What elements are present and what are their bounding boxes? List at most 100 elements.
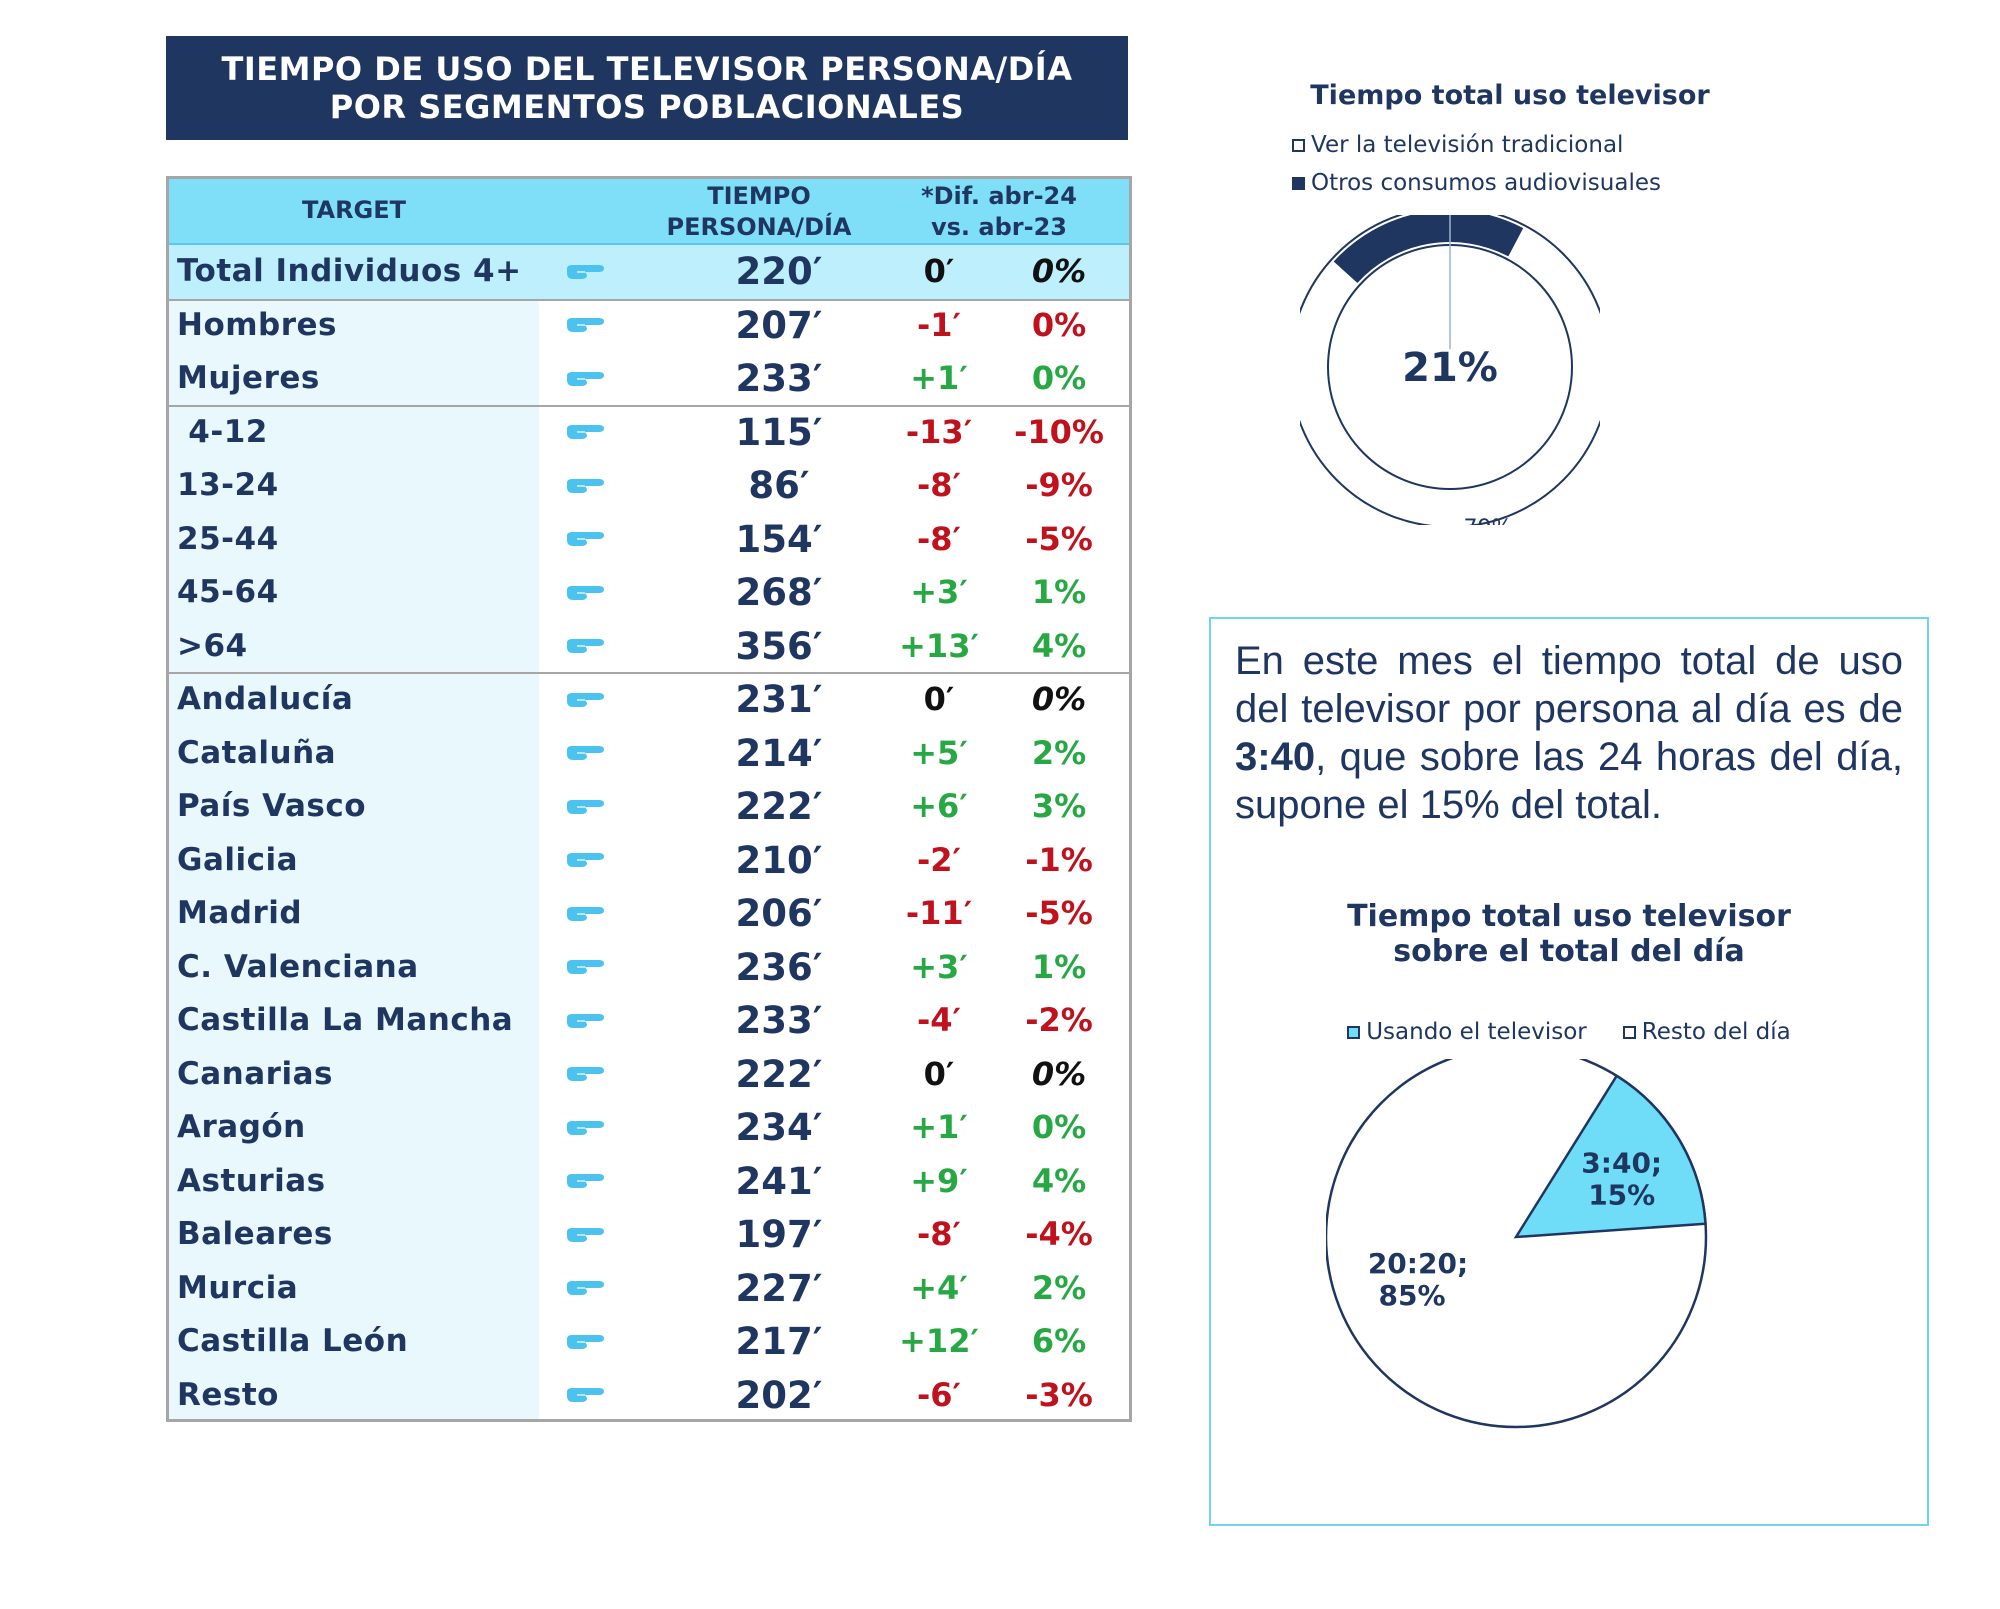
row-time-value: 233′ (735, 357, 823, 400)
row-time-value: 222′ (735, 1052, 823, 1096)
pie-chart: 3:40;15% 20:20;85% (1326, 1059, 1708, 1429)
table-row: C. Valenciana 236′ +3′ 1% (169, 941, 1129, 995)
pointing-hand-icon (565, 1048, 605, 1102)
row-diff-percent: 0% (1031, 359, 1087, 397)
row-target-name: Aragón (177, 1109, 306, 1145)
row-target-name: Castilla León (177, 1323, 409, 1359)
row-time-value: 231′ (735, 678, 823, 721)
table-row: 45-64 268′ +3′ 1% (169, 566, 1129, 620)
table-row: 4-12 115′ -13′ -10% (169, 406, 1129, 460)
row-time-value: 206′ (735, 892, 823, 935)
row-diff-percent: 1% (1031, 947, 1087, 986)
row-target-name: 13-24 (177, 467, 279, 503)
header-time-line1: TIEMPO (707, 182, 811, 210)
row-diff-percent: -9% (1025, 466, 1093, 504)
donut-legend-item-traditional: Ver la televisión tradicional (1292, 132, 1623, 158)
row-diff-percent: 0% (1031, 252, 1087, 290)
pointing-hand-icon (565, 1262, 605, 1316)
row-time-value: 234′ (735, 1106, 823, 1149)
pointing-hand-icon (565, 352, 605, 406)
page-title: TIEMPO DE USO DEL TELEVISOR PERSONA/DÍA … (166, 36, 1128, 140)
row-target-name: Madrid (177, 895, 303, 931)
row-time-value: 154′ (735, 517, 823, 561)
table-row-total: Total Individuos 4+ 220′ 0′ 0% (169, 245, 1129, 301)
row-target-name: 25-44 (177, 520, 279, 557)
header-time-line2: PERSONA/DÍA (666, 213, 852, 241)
row-time-value: 214′ (735, 731, 823, 775)
row-target-name: Canarias (177, 1055, 333, 1092)
row-diff-minutes: -8′ (917, 466, 961, 504)
header-target: TARGET (301, 196, 407, 224)
row-diff-percent: 4% (1031, 1161, 1087, 1200)
row-target-name: Cataluña (177, 734, 337, 771)
row-target-name: Andalucía (177, 681, 354, 717)
row-diff-percent: 0% (1031, 1054, 1087, 1093)
row-diff-percent: 0% (1031, 305, 1087, 344)
table-side-fill (169, 179, 539, 1419)
row-diff-minutes: -4′ (917, 1001, 961, 1039)
row-diff-minutes: 0′ (923, 252, 955, 290)
row-diff-minutes: 0′ (923, 680, 955, 718)
row-time-value: 227′ (735, 1266, 823, 1310)
row-time-value: 268′ (735, 571, 823, 614)
row-diff-minutes: -8′ (917, 519, 961, 558)
pointing-hand-icon (565, 513, 605, 567)
row-target-name: C. Valenciana (177, 948, 419, 985)
pointing-hand-icon (565, 994, 605, 1048)
header-dif-line1: *Dif. abr-24 (921, 182, 1077, 210)
row-diff-minutes: +6′ (910, 787, 968, 825)
info-text: En este mes el tiempo total de uso del t… (1235, 637, 1903, 829)
row-diff-percent: 6% (1031, 1322, 1087, 1360)
donut-legend-item-other: Otros consumos audiovisuales (1292, 170, 1661, 196)
pointing-hand-icon (565, 727, 605, 781)
row-time-value: 241′ (735, 1159, 823, 1203)
row-time-value: 207′ (735, 303, 823, 347)
pie-legend: Usando el televisor Resto del día (1211, 1019, 1927, 1045)
pie-label-rest-time: 20:20; (1368, 1247, 1468, 1280)
pointing-hand-icon (565, 566, 605, 620)
row-diff-percent: -10% (1014, 412, 1104, 451)
pointing-hand-icon (565, 1315, 605, 1369)
donut-slice-other (1333, 215, 1524, 284)
donut-chart: 21% 79% (1300, 215, 1600, 525)
row-target-name: Mujeres (177, 360, 320, 396)
table-row: Mujeres 233′ +1′ 0% (169, 352, 1129, 406)
row-diff-minutes: +13′ (899, 626, 979, 665)
pointing-hand-icon (565, 941, 605, 995)
segments-table: TARGET TIEMPO PERSONA/DÍA *Dif. abr-24 v… (166, 176, 1132, 1422)
row-time-value: 197′ (735, 1213, 823, 1256)
pointing-hand-icon (565, 299, 605, 353)
row-target-name: País Vasco (177, 788, 367, 824)
table-row: 13-24 86′ -8′ -9% (169, 459, 1129, 513)
table-row: Resto 202′ -6′ -3% (169, 1369, 1129, 1423)
info-text-end: , que sobre las 24 horas del día, supone… (1235, 735, 1903, 827)
legend-swatch-empty (1622, 1025, 1636, 1039)
row-time-value: 222′ (735, 785, 823, 828)
pie-legend-label: Usando el televisor (1366, 1019, 1587, 1045)
row-time-value: 233′ (735, 999, 823, 1042)
row-target-name: Resto (177, 1376, 279, 1413)
pointing-hand-icon (565, 834, 605, 888)
donut-legend-label: Ver la televisión tradicional (1311, 132, 1624, 158)
row-target-name: Hombres (177, 306, 337, 343)
row-target-name: Asturias (177, 1162, 326, 1199)
row-diff-percent: -2% (1025, 1001, 1093, 1039)
row-time-value: 115′ (735, 410, 823, 454)
pie-label-tv-time: 3:40; (1581, 1146, 1662, 1179)
row-diff-minutes: +3′ (910, 573, 968, 611)
legend-swatch-cyan (1347, 1025, 1361, 1039)
row-diff-percent: 2% (1031, 1268, 1087, 1307)
pie-title-line1: Tiempo total uso televisor (1347, 899, 1791, 934)
table-row: 25-44 154′ -8′ -5% (169, 513, 1129, 567)
table-row: Castilla La Mancha 233′ -4′ -2% (169, 994, 1129, 1048)
pointing-hand-icon (565, 245, 605, 299)
row-diff-percent: 2% (1031, 733, 1087, 772)
row-diff-minutes: +1′ (910, 1108, 968, 1146)
table-header: TARGET TIEMPO PERSONA/DÍA *Dif. abr-24 v… (169, 179, 1129, 245)
info-highlight-time: 3:40 (1235, 735, 1316, 779)
row-target-name: Galicia (177, 841, 299, 878)
table-row: Asturias 241′ +9′ 4% (169, 1155, 1129, 1209)
table-row: Aragón 234′ +1′ 0% (169, 1101, 1129, 1155)
pie-label-rest-pct: 85% (1378, 1279, 1445, 1312)
row-time-value: 86′ (748, 464, 810, 507)
